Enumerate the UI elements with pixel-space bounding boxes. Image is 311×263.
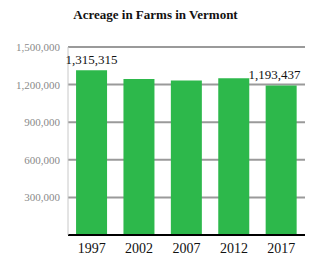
svg-text:2007: 2007 [173, 241, 201, 256]
svg-text:2017: 2017 [267, 241, 295, 256]
svg-text:600,000: 600,000 [24, 154, 60, 166]
svg-text:1,200,000: 1,200,000 [16, 79, 61, 91]
svg-text:1,193,437: 1,193,437 [249, 67, 302, 82]
svg-text:2002: 2002 [125, 241, 153, 256]
svg-text:1,315,315: 1,315,315 [66, 52, 118, 67]
svg-text:1997: 1997 [78, 241, 106, 256]
svg-text:900,000: 900,000 [24, 116, 60, 128]
html-text:Acreage in Farms in Vermont: Acreage in Farms in Vermont [73, 7, 238, 22]
svg-text:2012: 2012 [220, 241, 248, 256]
svg-text:300,000: 300,000 [24, 191, 60, 203]
svg-text:1,500,000: 1,500,000 [16, 41, 61, 53]
